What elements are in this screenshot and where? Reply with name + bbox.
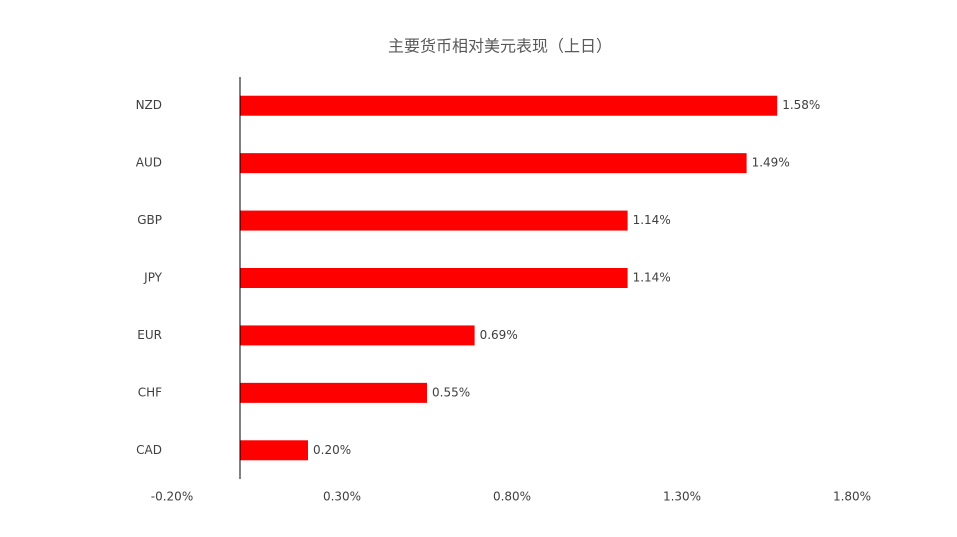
- bar: [240, 95, 778, 116]
- data-label: 1.49%: [752, 156, 790, 170]
- data-label: 1.58%: [782, 98, 820, 112]
- data-label: 1.14%: [633, 271, 671, 285]
- data-label: 0.20%: [313, 443, 351, 457]
- bar: [240, 325, 475, 346]
- bar: [240, 153, 747, 174]
- data-label: 1.14%: [633, 213, 671, 227]
- bar: [240, 210, 628, 231]
- bar: [240, 382, 427, 403]
- data-label: 0.69%: [480, 328, 518, 342]
- y-tick-label: JPY: [143, 271, 163, 285]
- bar: [240, 440, 308, 461]
- chart-title: 主要货币相对美元表现（上日）: [388, 37, 612, 56]
- x-tick-label: 0.30%: [323, 490, 361, 504]
- y-tick-label: GBP: [137, 213, 162, 227]
- y-tick-label: NZD: [136, 98, 162, 112]
- y-tick-label: CAD: [136, 443, 162, 457]
- y-tick-label: CHF: [138, 385, 162, 399]
- y-tick-label: EUR: [137, 328, 162, 342]
- bar: [240, 268, 628, 288]
- y-tick-label: AUD: [136, 156, 162, 170]
- x-tick-label: 1.80%: [833, 490, 871, 504]
- x-tick-label: -0.20%: [151, 490, 193, 504]
- data-label: 0.55%: [432, 385, 470, 399]
- x-tick-label: 0.80%: [493, 490, 531, 504]
- x-tick-label: 1.30%: [663, 490, 701, 504]
